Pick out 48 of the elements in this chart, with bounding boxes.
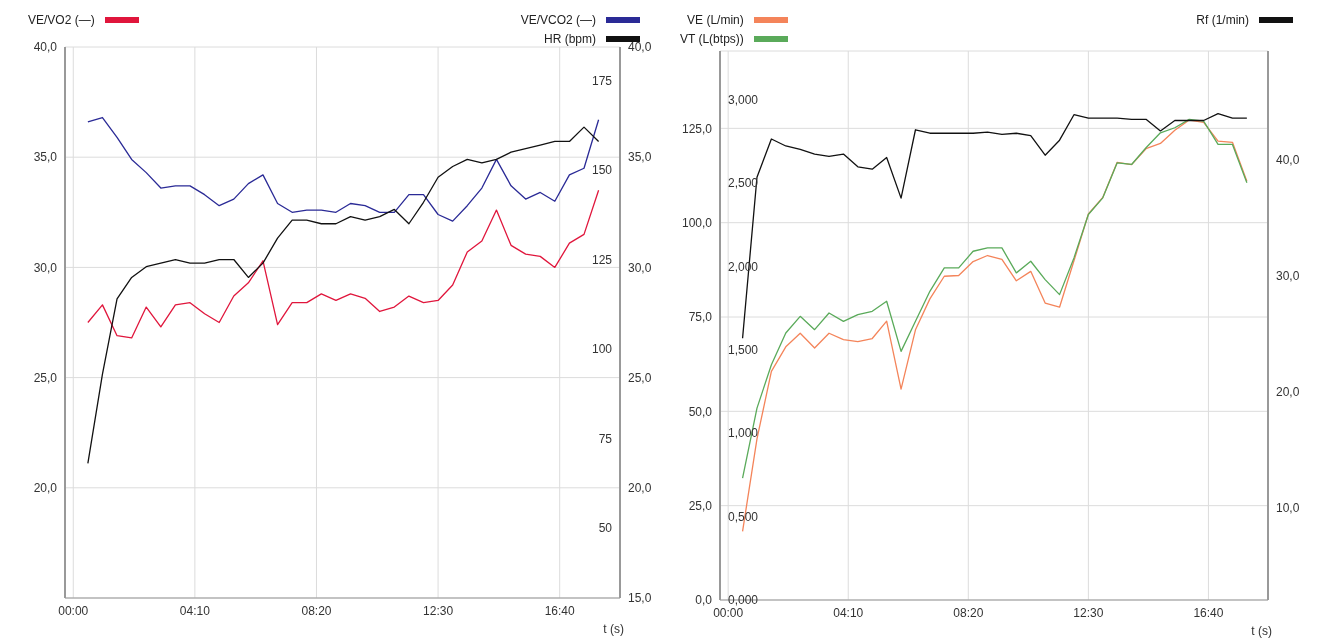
x-tick-label: 08:20 [301,603,332,618]
y2-tick-label: 35,0 [628,150,652,165]
legend-label: VE (L/min) [687,12,744,27]
y3-tick-label: 75 [598,431,613,446]
y2-tick-label: 20,0 [1276,384,1300,399]
y-tick-label: 25,0 [33,370,58,385]
y3-tick-label: 125 [591,252,613,267]
y-tick-label: 0,0 [695,593,713,608]
y2-tick-label: 25,0 [628,370,652,385]
y-tick-label: 20,0 [33,481,58,496]
x-tick-label: 16:40 [1193,605,1224,620]
y2-tick-label: 40,0 [628,40,652,55]
x-tick-label: 00:00 [713,605,744,620]
legend-label: VE/VCO2 (—) [520,12,596,27]
y3-tick-label: 175 [591,73,613,88]
y-tick-label: 35,0 [33,150,58,165]
y-tick-label: 100,0 [681,215,713,230]
legend-label: VE/VO2 (—) [28,12,95,27]
y2-tick-label: 15,0 [628,591,652,606]
y-tick-label: 30,0 [33,260,58,275]
x-axis-title: t (s) [603,622,624,636]
y2-tick-label: 40,0 [1276,153,1300,168]
x-axis-title: t (s) [1251,624,1272,638]
y2-tick-label: 30,0 [628,260,652,275]
y3-tick-label: 50 [598,521,613,536]
legend-label: Rf (1/min) [1196,12,1249,27]
y-tick-label: 25,0 [688,498,713,513]
y3-tick-label: 3,000 [728,92,759,107]
x-tick-label: 12:30 [423,603,454,618]
y-tick-label: 50,0 [688,404,713,419]
y3-tick-label: 100 [591,342,613,357]
y2-tick-label: 20,0 [628,481,652,496]
x-tick-label: 08:20 [953,605,984,620]
x-tick-label: 00:00 [58,603,89,618]
y3-tick-label: 0,000 [728,593,759,608]
y3-tick-label: 150 [591,163,613,178]
x-tick-label: 04:10 [179,603,211,618]
x-tick-label: 04:10 [833,605,864,620]
y2-tick-label: 30,0 [1276,268,1300,283]
y-tick-label: 75,0 [688,310,713,325]
y3-tick-label: 1,500 [728,342,759,357]
y-tick-label: 125,0 [681,121,713,136]
legend-label: VT (L(btps)) [680,31,744,46]
x-tick-label: 12:30 [1073,605,1104,620]
y2-tick-label: 10,0 [1276,500,1300,515]
y-tick-label: 40,0 [33,40,58,55]
x-tick-label: 16:40 [544,603,576,618]
legend-label: HR (bpm) [543,31,596,46]
